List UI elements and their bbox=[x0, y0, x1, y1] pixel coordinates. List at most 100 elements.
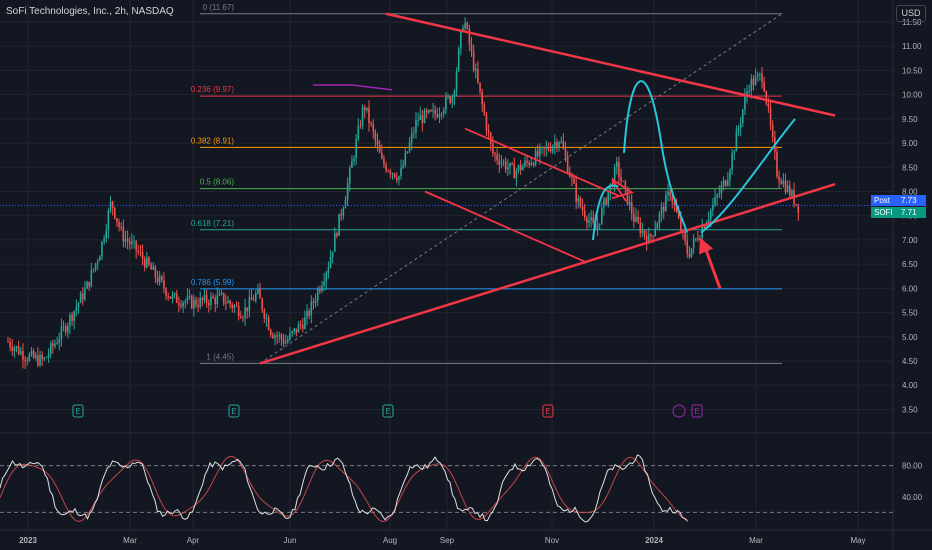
price-badge-value: 7.71 bbox=[901, 208, 917, 217]
candle-body bbox=[15, 346, 18, 349]
candle-body bbox=[750, 78, 753, 92]
price-badge-value-bg bbox=[896, 195, 926, 206]
candle-body bbox=[797, 204, 800, 213]
fib-label-0.786: 0.786 (5.99) bbox=[191, 278, 234, 287]
candle-body bbox=[601, 207, 603, 224]
candle-body bbox=[284, 342, 287, 344]
candle-body bbox=[64, 326, 67, 333]
candle-body bbox=[116, 218, 118, 222]
earnings-marker bbox=[228, 404, 240, 418]
price-tick-label: 7.00 bbox=[902, 236, 918, 245]
candle-body bbox=[648, 234, 650, 244]
candle-body bbox=[321, 285, 323, 291]
candle-body bbox=[387, 170, 390, 172]
osc-main-line bbox=[0, 454, 688, 523]
candle-body bbox=[442, 109, 445, 114]
candle-body bbox=[780, 180, 783, 185]
price-tick-label: 11.00 bbox=[902, 42, 922, 51]
candle-body bbox=[84, 288, 86, 300]
candle-body bbox=[684, 231, 686, 241]
candle-body bbox=[306, 311, 308, 318]
fib-trend-line bbox=[259, 13, 783, 364]
candle-body bbox=[513, 164, 516, 179]
price-tick-label: 9.00 bbox=[902, 139, 918, 148]
candle-body bbox=[737, 128, 740, 132]
candle-body bbox=[626, 186, 629, 205]
candle-body bbox=[609, 183, 612, 193]
candle-body bbox=[43, 357, 46, 360]
candle-body bbox=[767, 103, 770, 108]
candle-body bbox=[178, 302, 180, 305]
candle-body bbox=[671, 196, 674, 203]
time-tick-label: Sep bbox=[440, 536, 455, 545]
earnings-marker bbox=[382, 404, 394, 418]
fib-label-0: 0 (11.67) bbox=[203, 3, 235, 12]
candle-body bbox=[143, 259, 146, 268]
candle-body bbox=[744, 96, 746, 110]
candle-body bbox=[218, 293, 221, 296]
candle-body bbox=[577, 197, 580, 202]
candle-body bbox=[404, 152, 407, 166]
currency-button[interactable]: USD bbox=[896, 5, 926, 22]
candle-body bbox=[419, 115, 422, 121]
candle-body bbox=[167, 295, 169, 297]
target-arrow-shaft bbox=[703, 246, 722, 289]
candle-body bbox=[551, 146, 554, 152]
candle-body bbox=[733, 151, 736, 154]
candle-body bbox=[477, 68, 479, 83]
earnings-marker-label: E bbox=[385, 407, 390, 416]
candle-body bbox=[60, 326, 63, 340]
candle-body bbox=[791, 190, 793, 196]
candle-body bbox=[233, 305, 236, 308]
candle-body bbox=[353, 158, 355, 162]
candle-body bbox=[169, 296, 172, 299]
candle-body bbox=[571, 176, 573, 178]
candle-body bbox=[635, 216, 637, 222]
candle-body bbox=[492, 143, 494, 154]
candle-body bbox=[146, 257, 148, 268]
candle-body bbox=[9, 341, 11, 347]
candle-body bbox=[370, 123, 372, 125]
candle-body bbox=[334, 232, 336, 252]
candle-body bbox=[338, 213, 340, 236]
candle-body bbox=[141, 252, 144, 260]
candle-body bbox=[562, 141, 565, 149]
candle-body bbox=[154, 266, 157, 278]
candle-body bbox=[171, 294, 174, 299]
candle-body bbox=[470, 44, 473, 51]
price-tick-label: 11.50 bbox=[902, 18, 922, 27]
candle-body bbox=[596, 224, 599, 231]
candle-body bbox=[227, 300, 229, 304]
candle-body bbox=[261, 298, 263, 311]
candle-body bbox=[763, 82, 765, 92]
breakout-arrow-stem bbox=[611, 178, 627, 202]
candle-body bbox=[667, 191, 669, 195]
candle-body bbox=[586, 217, 588, 223]
price-badge-tag bbox=[871, 195, 896, 206]
candle-body bbox=[73, 311, 76, 321]
candle-body bbox=[69, 314, 71, 326]
candle-body bbox=[216, 295, 219, 305]
candle-body bbox=[776, 151, 778, 177]
candle-body bbox=[357, 125, 360, 140]
candle-body bbox=[297, 324, 300, 333]
candle-body bbox=[54, 343, 56, 347]
channel-upper-line bbox=[464, 127, 621, 198]
candle-body bbox=[231, 304, 234, 308]
candle-body bbox=[724, 180, 727, 186]
candle-body bbox=[660, 206, 663, 214]
candle-body bbox=[675, 204, 678, 212]
candle-body bbox=[250, 297, 253, 301]
candle-body bbox=[517, 165, 520, 171]
candle-body bbox=[771, 125, 774, 138]
candle-body bbox=[103, 238, 105, 242]
candle-body bbox=[295, 328, 298, 333]
candle-body bbox=[438, 114, 441, 118]
candle-body bbox=[7, 341, 9, 343]
candle-body bbox=[413, 132, 415, 134]
candle-body bbox=[197, 305, 199, 307]
candle-body bbox=[383, 158, 385, 165]
candle-body bbox=[195, 299, 197, 306]
candle-body bbox=[650, 234, 652, 236]
candle-body bbox=[539, 147, 541, 156]
